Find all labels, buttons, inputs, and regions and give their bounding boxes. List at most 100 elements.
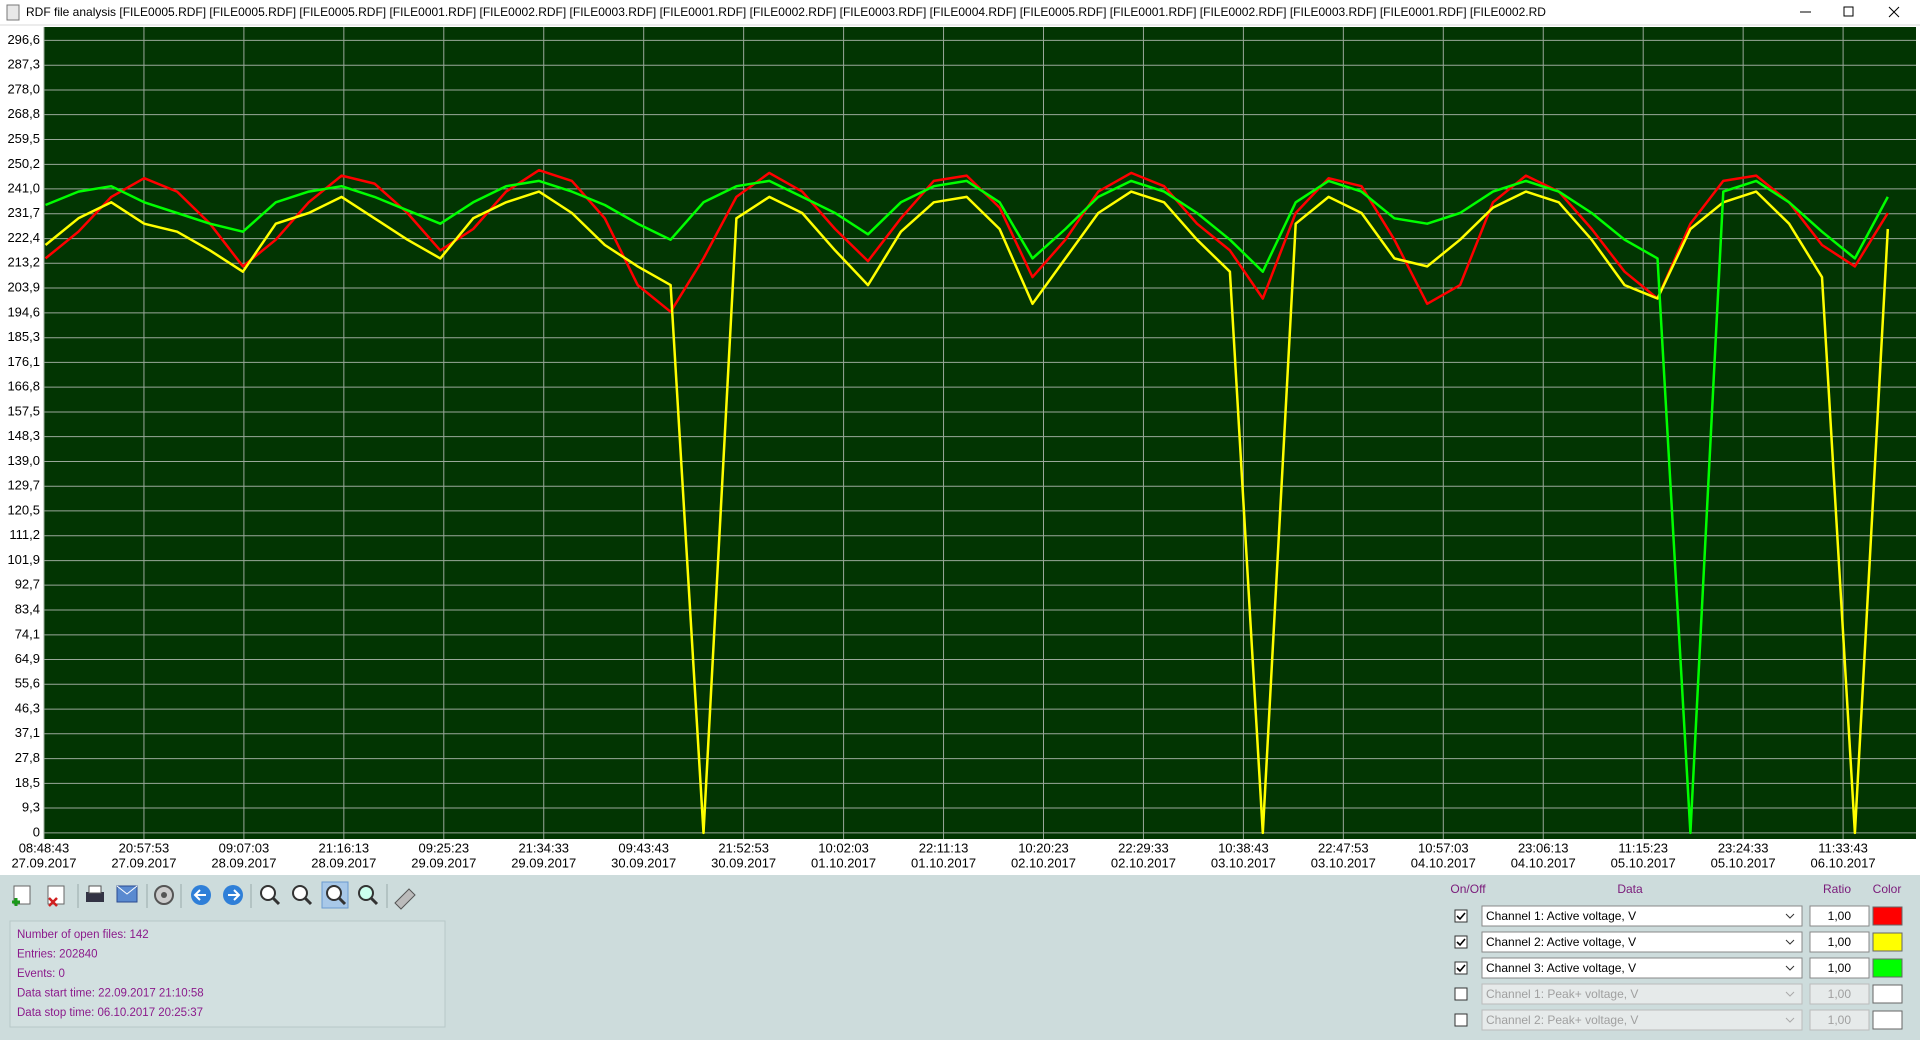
toolbar xyxy=(12,881,416,910)
app-icon xyxy=(6,4,20,21)
x-tick-time: 22:11:13 xyxy=(919,840,969,855)
ratio-box[interactable] xyxy=(1809,983,1870,1005)
maximize-button[interactable] xyxy=(1843,6,1854,17)
info-line: Data stop time: 06.10.2017 20:25:37 xyxy=(17,1007,203,1019)
print-button[interactable] xyxy=(86,885,104,902)
x-tick-date: 04.10.2017 xyxy=(1511,855,1576,870)
checkbox[interactable] xyxy=(1454,909,1468,923)
y-tick-label: 64,9 xyxy=(15,651,40,666)
data-dropdown[interactable] xyxy=(1481,957,1803,979)
y-tick-label: 241,0 xyxy=(7,180,40,195)
y-tick-label: 222,4 xyxy=(7,230,40,245)
channel-panel: On/Off Data Ratio Color Channel 1: Active vo… xyxy=(1450,882,1903,1031)
x-tick-time: 10:38:43 xyxy=(1218,840,1269,855)
x-tick-date: 29.09.2017 xyxy=(411,855,476,870)
measure-button[interactable] xyxy=(394,888,416,910)
checkmark xyxy=(1456,938,1466,947)
ratio: 1,00 xyxy=(1828,961,1852,975)
y-tick-label: 296,6 xyxy=(7,32,40,47)
series-line xyxy=(44,168,1889,314)
x-tick-time: 23:24:33 xyxy=(1718,840,1769,855)
color-swatch[interactable] xyxy=(1872,1010,1903,1030)
data-dropdown[interactable] xyxy=(1481,1009,1803,1031)
panel-header: Data xyxy=(1617,882,1643,896)
y-tick-label: 120,5 xyxy=(7,502,40,517)
checkbox[interactable] xyxy=(1454,961,1468,975)
ratio-box[interactable] xyxy=(1809,957,1870,979)
zoom-in-button[interactable] xyxy=(260,885,281,906)
forward-button[interactable] xyxy=(223,885,243,905)
ratio: 1,00 xyxy=(1828,935,1852,949)
open-file-button[interactable] xyxy=(12,885,31,906)
dropdown-arrow xyxy=(1785,991,1795,997)
panel-header: On/Off xyxy=(1450,882,1486,896)
x-tick-time: 08:48:43 xyxy=(19,840,70,855)
x-tick-date: 01.10.2017 xyxy=(811,855,876,870)
channel-name: Channel 3: Active voltage, V xyxy=(1486,961,1636,975)
x-tick-time: 11:33:43 xyxy=(1818,840,1868,855)
x-tick-time: 22:47:53 xyxy=(1318,840,1369,855)
checkmark xyxy=(1456,912,1466,921)
x-tick-date: 27.09.2017 xyxy=(111,855,176,870)
zoom-button[interactable] xyxy=(358,885,379,906)
info-line: Data start time: 22.09.2017 21:10:58 xyxy=(17,988,204,1000)
color-swatch[interactable] xyxy=(1872,906,1903,926)
y-tick-label: 55,6 xyxy=(15,676,40,691)
back-button[interactable] xyxy=(191,885,211,905)
window-title: RDF file analysis [FILE0005.RDF] [FILE00… xyxy=(26,5,1546,19)
color-swatch[interactable] xyxy=(1872,932,1903,952)
info-lines: Number of open files: 142 Entries: 202840… xyxy=(17,929,204,1019)
close-file-button[interactable] xyxy=(47,885,65,907)
y-tick-label: 74,1 xyxy=(15,626,40,641)
x-tick-time: 09:07:03 xyxy=(219,840,270,855)
checkbox[interactable] xyxy=(1454,1013,1468,1027)
ratio-box[interactable] xyxy=(1809,905,1870,927)
x-tick-time: 23:06:13 xyxy=(1518,840,1569,855)
zoom-fit-button[interactable] xyxy=(321,881,349,909)
x-tick-time: 11:15:23 xyxy=(1618,840,1668,855)
y-tick-label: 203,9 xyxy=(7,279,40,294)
y-tick-label: 259,5 xyxy=(7,131,40,146)
ratio-box[interactable] xyxy=(1809,1009,1870,1031)
dropdown-arrow xyxy=(1785,965,1795,971)
x-tick-time: 21:34:33 xyxy=(518,840,569,855)
x-tick-date: 28.09.2017 xyxy=(211,855,276,870)
y-tick-label: 157,5 xyxy=(7,403,40,418)
y-tick-label: 176,1 xyxy=(7,354,40,369)
y-tick-label: 0 xyxy=(33,824,40,839)
zoom-out-button[interactable] xyxy=(292,885,313,906)
y-tick-label: 139,0 xyxy=(7,453,40,468)
info-line: Number of open files: 142 xyxy=(17,929,149,941)
x-tick-time: 10:02:03 xyxy=(818,840,869,855)
x-tick-time: 10:20:23 xyxy=(1018,840,1069,855)
x-tick-date: 29.09.2017 xyxy=(511,855,576,870)
color-swatch[interactable] xyxy=(1872,958,1903,978)
x-tick-date: 05.10.2017 xyxy=(1711,855,1776,870)
checkmark xyxy=(1456,964,1466,973)
y-tick-label: 37,1 xyxy=(15,725,40,740)
x-tick-date: 05.10.2017 xyxy=(1611,855,1676,870)
x-tick-time: 10:57:03 xyxy=(1418,840,1469,855)
data-dropdown[interactable] xyxy=(1481,931,1803,953)
y-tick-label: 9,3 xyxy=(22,799,40,814)
info-line: Events: 0 xyxy=(17,968,65,980)
x-tick-date: 03.10.2017 xyxy=(1211,855,1276,870)
data-dropdown[interactable] xyxy=(1481,983,1803,1005)
ratio-box[interactable] xyxy=(1809,931,1870,953)
settings-button[interactable] xyxy=(154,885,174,905)
close-button[interactable] xyxy=(1888,6,1900,18)
checkbox[interactable] xyxy=(1454,935,1468,949)
info-box xyxy=(9,920,446,1028)
x-tick-date: 03.10.2017 xyxy=(1311,855,1376,870)
y-tick-label: 213,2 xyxy=(7,255,40,270)
export-button[interactable] xyxy=(116,885,138,903)
x-tick-time: 21:16:13 xyxy=(319,840,370,855)
y-tick-label: 83,4 xyxy=(15,601,40,616)
dropdown-arrow xyxy=(1785,913,1795,919)
y-tick-label: 287,3 xyxy=(7,57,40,72)
data-dropdown[interactable] xyxy=(1481,905,1803,927)
color-swatch[interactable] xyxy=(1872,984,1903,1004)
checkbox[interactable] xyxy=(1454,987,1468,1001)
x-tick-date: 06.10.2017 xyxy=(1811,855,1876,870)
